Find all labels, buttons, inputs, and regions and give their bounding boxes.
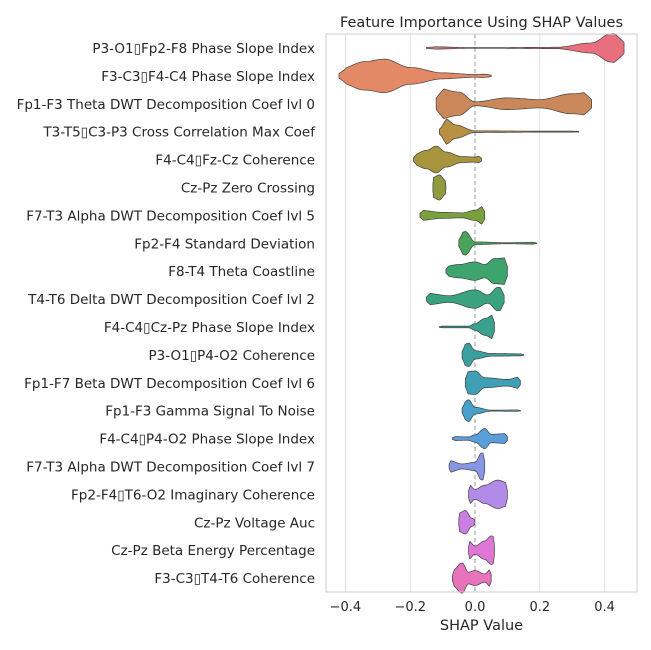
y-tick-label: F7-T3 Alpha DWT Decomposition Coef lvl 5 (26, 208, 315, 224)
y-tick-label: Fp1-F7 Beta DWT Decomposition Coef lvl 6 (24, 376, 315, 392)
violin-shape (338, 58, 492, 93)
y-tick-label: F4-C4▯Fz-Cz Coherence (155, 153, 315, 169)
y-label-layer: P3-O1▯Fp2-F8 Phase Slope Index F3-C3▯F4-C… (17, 41, 317, 587)
grid-layer (344, 34, 606, 592)
y-tick-label: F3-C3▯T4-T6 Coherence (154, 571, 315, 587)
y-tick-label: T4-T6 Delta DWT Decomposition Coef lvl 2 (27, 292, 315, 308)
violin-shape (426, 33, 625, 63)
y-tick-label: Fp2-F4▯T6-O2 Imaginary Coherence (71, 487, 315, 503)
violin-shape (419, 206, 486, 225)
y-tick-label: Fp1-F3 Theta DWT Decomposition Coef lvl … (17, 97, 315, 113)
violin-shape (461, 399, 521, 422)
violin-shape (439, 118, 580, 145)
violin-shape (445, 257, 508, 285)
violin-shape (468, 479, 508, 509)
violin-layer (338, 33, 625, 594)
chart-title: Feature Importance Using SHAP Values (340, 15, 623, 31)
violin-shape (458, 231, 537, 256)
x-axis-label: SHAP Value (440, 618, 523, 634)
violin-shape (461, 342, 524, 367)
violin-shape (464, 370, 521, 395)
violin-shape (426, 286, 505, 312)
violin-shape (432, 174, 447, 201)
violin-shape (435, 88, 592, 119)
y-tick-label: Fp2-F4 Standard Deviation (134, 236, 315, 252)
plot-frame (325, 33, 638, 593)
y-tick-label: F8-T4 Theta Coastline (168, 264, 315, 280)
y-tick-label: T3-T5▯C3-P3 Cross Correlation Max Coef (42, 125, 316, 141)
y-tick-label: Cz-Pz Voltage Auc (194, 515, 315, 531)
x-tick-label: −0.4 (330, 600, 362, 615)
violin-shape (448, 452, 486, 481)
x-tick-label: −0.2 (394, 600, 426, 615)
y-tick-label: P3-O1▯Fp2-F8 Phase Slope Index (92, 41, 315, 57)
x-tick-label: 0.0 (465, 600, 486, 615)
y-tick-label: Cz-Pz Beta Energy Percentage (111, 543, 315, 559)
y-tick-label: F7-T3 Alpha DWT Decomposition Coef lvl 7 (26, 459, 315, 475)
y-tick-label: Cz-Pz Zero Crossing (181, 180, 315, 196)
y-tick-label: F4-C4▯Cz-Pz Phase Slope Index (104, 320, 315, 336)
x-tick-label: 0.4 (594, 600, 615, 615)
violin-shape (439, 314, 495, 340)
y-tick-label: Fp1-F3 Gamma Signal To Noise (105, 404, 315, 420)
violin-shape (413, 145, 482, 174)
x-tick-layer: −0.4 −0.2 0.0 0.2 0.4 (330, 600, 615, 615)
violin-shape (451, 428, 508, 449)
y-tick-label: F3-C3▯F4-C4 Phase Slope Index (101, 69, 315, 85)
violin-shape (468, 535, 495, 565)
violin-shape (451, 562, 492, 594)
x-tick-label: 0.2 (529, 600, 550, 615)
y-tick-label: P3-O1▯P4-O2 Coherence (149, 348, 316, 364)
violin-shape (458, 510, 476, 535)
y-tick-label: F4-C4▯P4-O2 Phase Slope Index (99, 432, 315, 448)
